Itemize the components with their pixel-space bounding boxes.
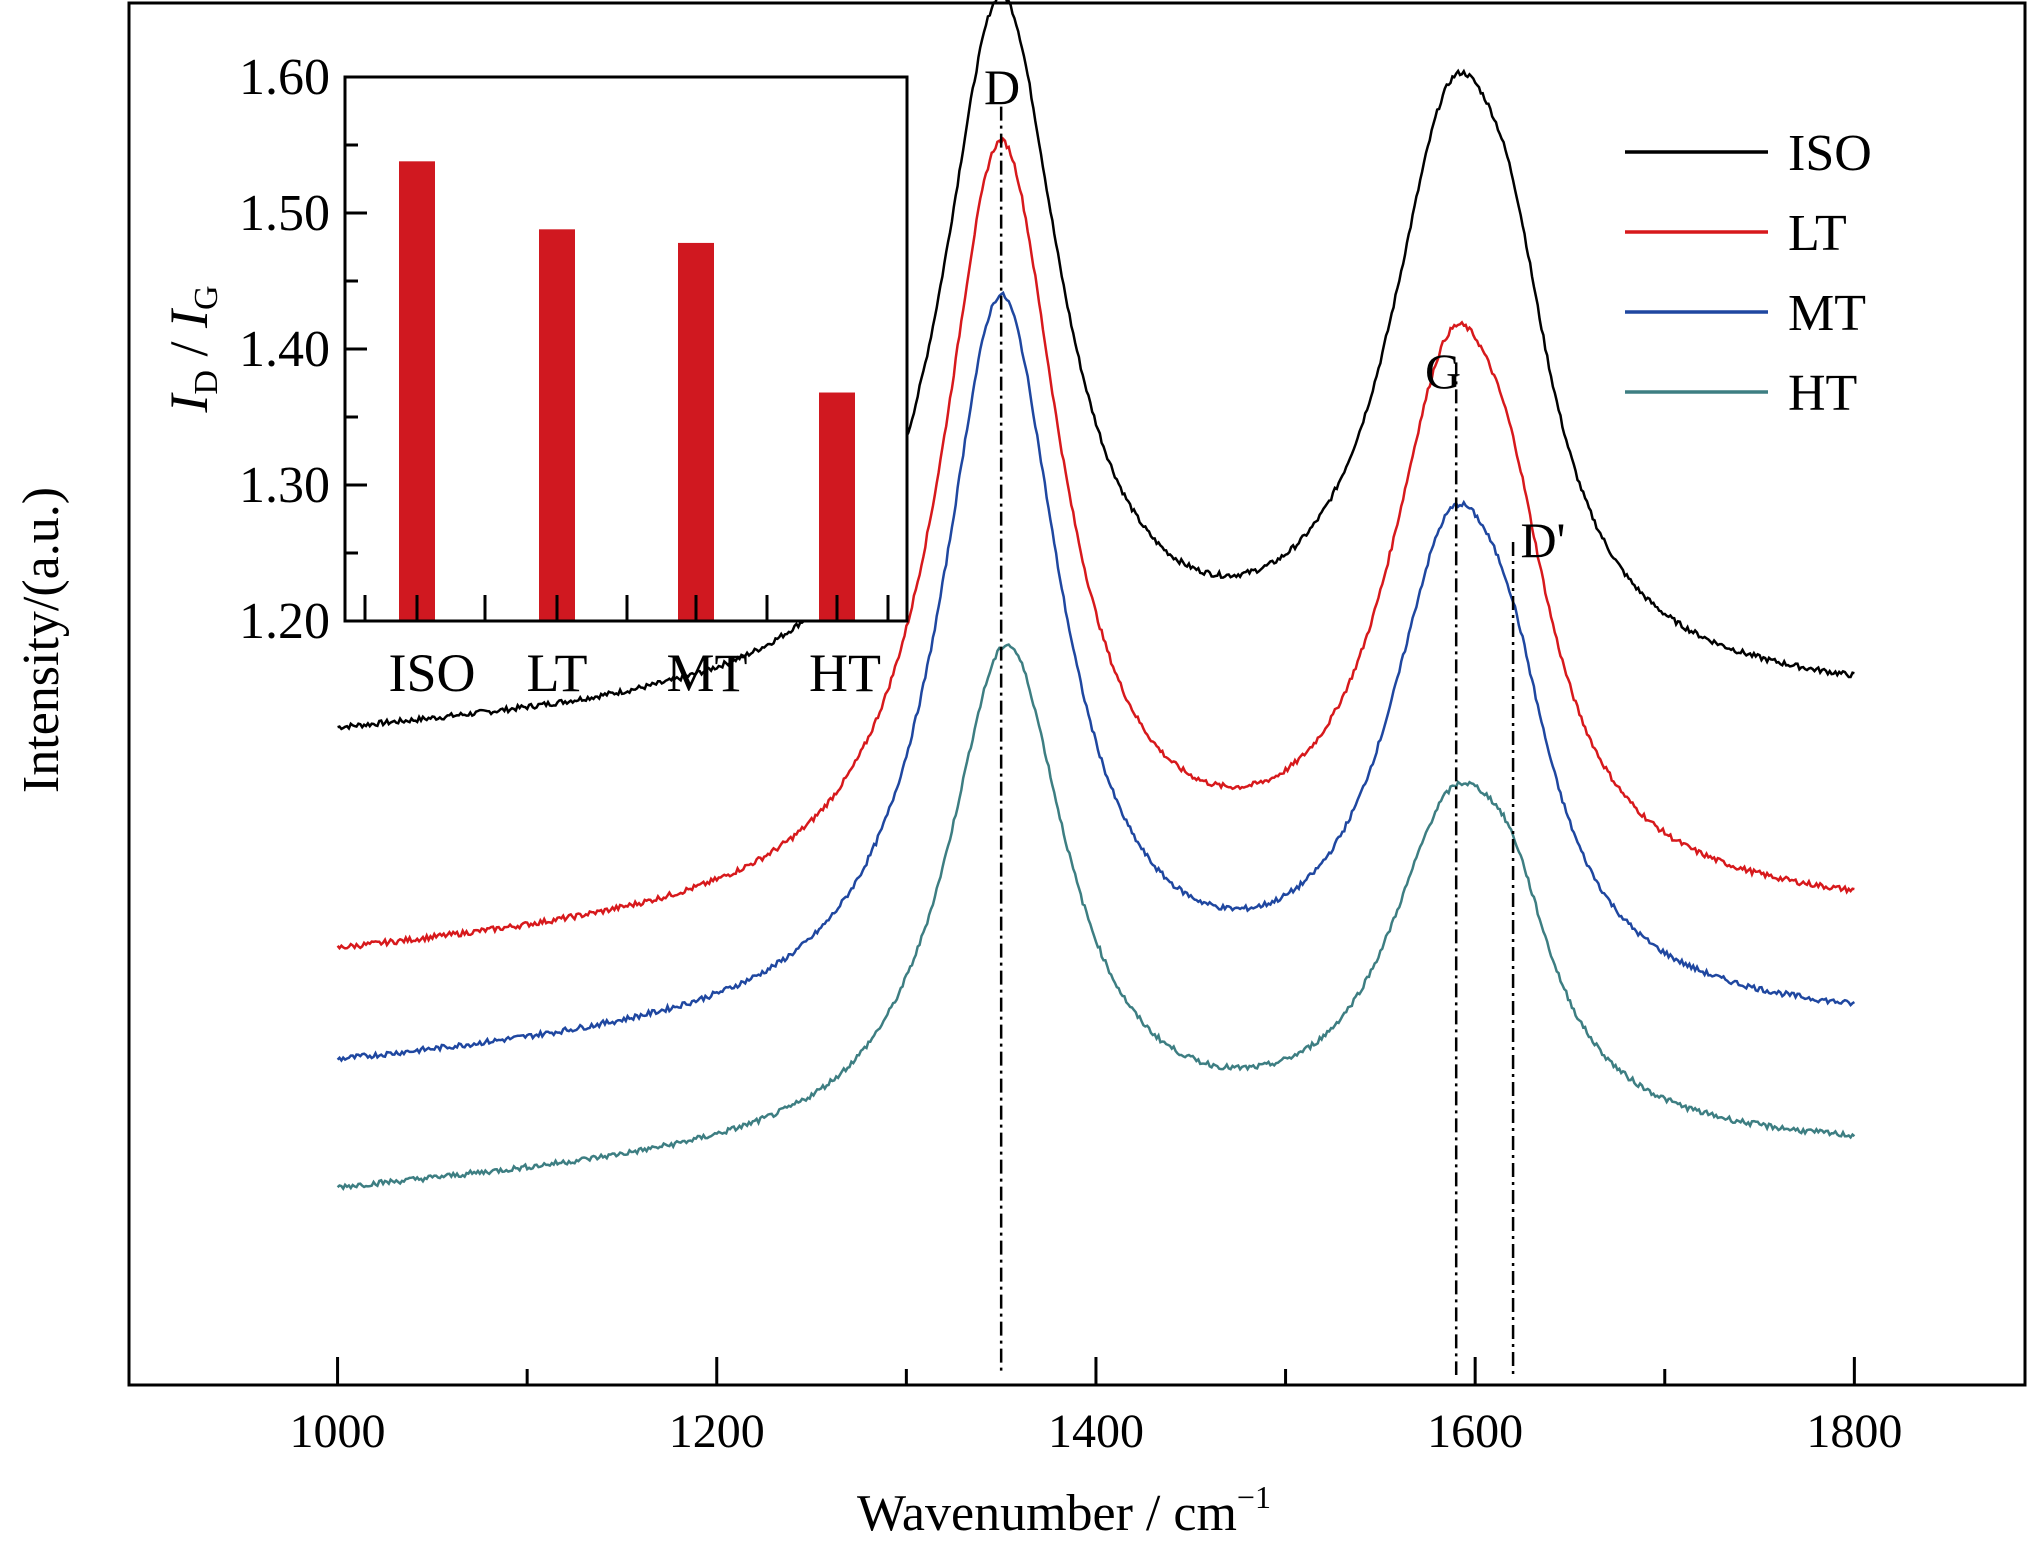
legend: ISO LT MT HT xyxy=(1625,125,1872,422)
peak-label-d: D xyxy=(984,59,1020,115)
inset-y-tick-label: 1.20 xyxy=(239,593,330,650)
x-axis-label: Wavenumber / cm−1 xyxy=(857,1479,1271,1542)
x-tick-label: 1800 xyxy=(1806,1405,1902,1458)
inset-x-category-mt: MT xyxy=(667,643,748,703)
legend-label-mt: MT xyxy=(1788,285,1866,342)
legend-label-iso: ISO xyxy=(1788,125,1872,182)
x-tick-label: 1600 xyxy=(1427,1405,1523,1458)
peak-label-g: G xyxy=(1425,343,1461,399)
y-axis-label: Intensity/(a.u.) xyxy=(13,487,70,793)
inset-x-category-lt: LT xyxy=(526,643,587,703)
inset-x-category-ht: HT xyxy=(809,643,881,703)
x-axis-label-superscript: −1 xyxy=(1237,1479,1271,1515)
inset-y-ticks: 1.20 1.30 1.40 1.50 1.60 xyxy=(239,49,367,650)
x-tick-label: 1400 xyxy=(1048,1405,1144,1458)
inset-y-tick-label: 1.50 xyxy=(239,185,330,242)
main-plot: 1000 1200 1400 1600 1800 D G D' Wavenumber /… xyxy=(13,0,2027,1542)
inset-bars xyxy=(399,161,855,622)
x-tick-label: 1200 xyxy=(669,1405,765,1458)
inset-y-tick-label: 1.40 xyxy=(239,321,330,378)
inset-y-tick-label: 1.60 xyxy=(239,49,330,106)
inset-bar-ht xyxy=(819,392,855,621)
peak-guide-lines xyxy=(999,106,1515,1375)
main-series-group xyxy=(336,0,1856,1192)
inset-plot-background xyxy=(345,77,907,621)
inset-bar-iso xyxy=(399,161,435,621)
inset-plot-frame xyxy=(343,75,909,623)
inset-y-axis-label: ID / IG xyxy=(159,285,225,413)
spectrum-line-mt xyxy=(336,290,1856,1063)
inset-bar-lt xyxy=(539,229,575,621)
legend-label-lt: LT xyxy=(1788,205,1847,262)
inset-bar-chart: 1.20 1.30 1.40 1.50 1.60 ISO LT MT HT ID / IG xyxy=(159,49,909,703)
inset-bar-mt xyxy=(678,242,714,622)
x-tick-label: 1000 xyxy=(290,1405,386,1458)
peak-label-d-prime: D' xyxy=(1520,512,1565,568)
main-plot-frame xyxy=(127,1,2027,1387)
legend-label-ht: HT xyxy=(1788,365,1857,422)
spectrum-line-iso xyxy=(337,0,1855,731)
spectrum-line-lt xyxy=(336,136,1855,951)
inset-y-tick-label: 1.30 xyxy=(239,457,330,514)
spectrum-line-ht xyxy=(336,643,1856,1192)
inset-x-ticks: ISO LT MT HT xyxy=(363,595,890,703)
main-x-ticks: 1000 1200 1400 1600 1800 xyxy=(290,1357,1902,1458)
inset-x-category-iso: ISO xyxy=(388,643,475,703)
